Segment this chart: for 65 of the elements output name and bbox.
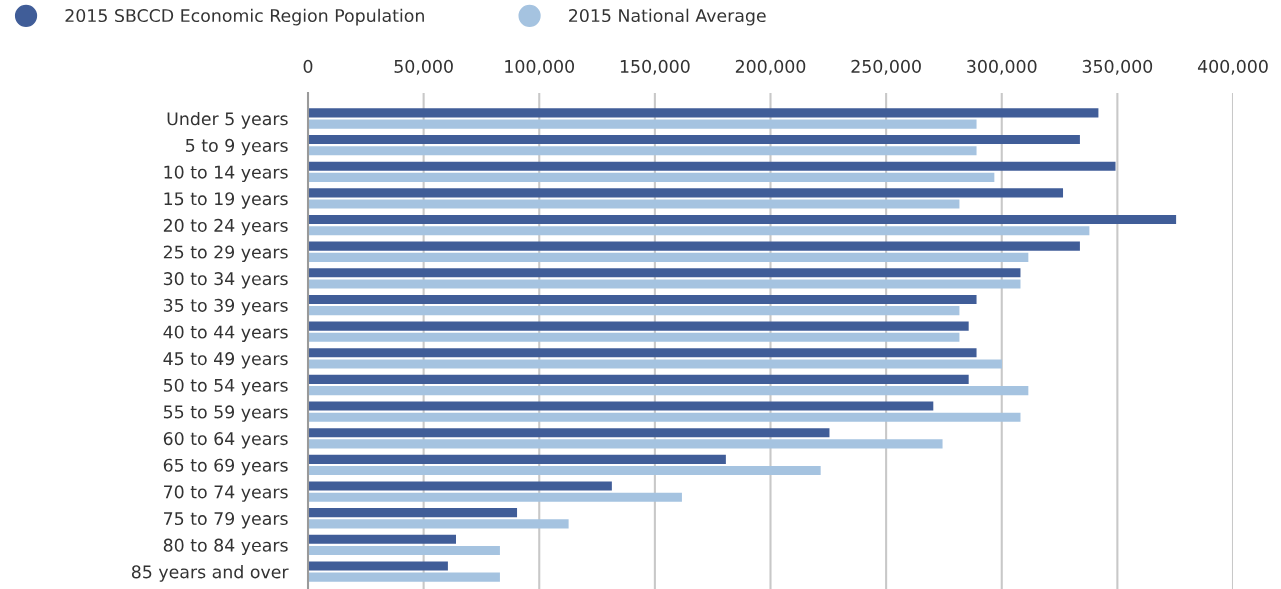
bar [308, 279, 1021, 289]
x-tick-label: 300,000 [967, 59, 1037, 75]
bar [308, 428, 830, 438]
y-tick-label: 45 to 49 years [163, 352, 288, 369]
legend-label: 2015 SBCCD Economic Region Population [65, 8, 424, 26]
x-tick-label: 200,000 [735, 59, 806, 75]
y-tick-label: 60 to 64 years [163, 432, 288, 449]
y-tick-label: 80 to 84 years [163, 538, 288, 556]
y-tick-label: 30 to 34 years [163, 272, 288, 289]
legend-label: 2015 National Average [569, 8, 766, 26]
bar [308, 119, 977, 129]
bar [308, 492, 682, 502]
y-tick-label: 85 years and over [131, 564, 289, 582]
x-tick-label: 50,000 [394, 59, 453, 75]
x-tick-label: 350,000 [1082, 59, 1153, 75]
bar [308, 172, 995, 182]
bar [308, 226, 1090, 236]
bar [308, 412, 1021, 422]
bar [308, 374, 969, 384]
x-tick-label: 100,000 [505, 59, 574, 75]
bar [308, 294, 977, 304]
bar [308, 161, 1116, 171]
bar [308, 534, 456, 544]
bar [308, 545, 500, 556]
y-tick-label: 35 to 39 years [163, 298, 288, 316]
y-tick-label: 25 to 29 years [163, 245, 288, 262]
bar [308, 241, 1080, 251]
bar [308, 135, 1080, 145]
y-tick-label: 20 to 24 years [163, 218, 288, 236]
bar [308, 306, 960, 316]
bar [308, 268, 1021, 278]
bar [308, 439, 943, 449]
bar [308, 481, 612, 491]
bar [308, 386, 1029, 396]
x-tick-label: 150,000 [620, 59, 690, 75]
bar [308, 454, 726, 464]
bar [308, 508, 518, 518]
bar [308, 519, 569, 529]
y-tick-label: 5 to 9 years [186, 138, 288, 156]
y-tick-label: 75 to 79 years [164, 511, 288, 529]
x-tick-label: 0 [303, 59, 313, 73]
y-tick-label: 40 to 44 years [163, 325, 288, 342]
y-tick-label: 50 to 54 years [163, 378, 288, 396]
bar [308, 572, 500, 582]
y-tick-label: 15 to 19 years [164, 192, 288, 209]
bar [308, 321, 969, 331]
bar [308, 466, 821, 476]
bar [308, 108, 1099, 118]
bar [308, 401, 934, 411]
bar [308, 188, 1064, 198]
bar [308, 252, 1029, 262]
y-tick-label: Under 5 years [167, 111, 288, 129]
y-tick-label: 55 to 59 years [163, 405, 288, 422]
bar [308, 332, 960, 342]
bar [308, 146, 977, 156]
bar [308, 359, 1002, 369]
bar [308, 214, 1177, 225]
x-tick-label: 250,000 [851, 59, 921, 75]
y-tick-label: 10 to 14 years [164, 165, 288, 183]
x-tick-label: 400,000 [1197, 59, 1268, 75]
y-tick-label: 65 to 69 years [163, 458, 288, 476]
bar [308, 348, 977, 358]
y-tick-label: 70 to 74 years [164, 485, 288, 502]
bar [308, 561, 448, 571]
bar [308, 199, 960, 209]
